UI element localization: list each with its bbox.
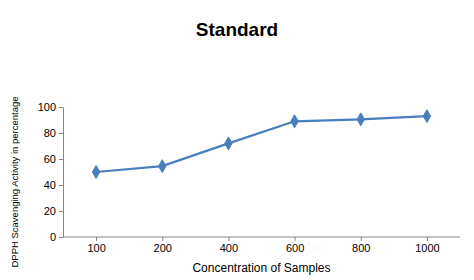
y-tick: 40: [44, 179, 63, 191]
x-tick-label: 200: [154, 242, 172, 254]
x-tick: 600: [286, 237, 304, 254]
y-tick: 20: [44, 205, 63, 217]
y-tick: 60: [44, 153, 63, 165]
chart: 0 20 40 60 80 100 100 200 400 600 800 1000 Standard C…: [0, 0, 474, 280]
series-line: [96, 116, 427, 172]
plot-area: [92, 110, 430, 179]
y-tick-label: 40: [44, 179, 56, 191]
x-tick-mark: [96, 237, 97, 241]
x-tick-label: 600: [286, 242, 304, 254]
y-tick-label: 60: [44, 153, 56, 165]
y-tick: 80: [44, 127, 63, 139]
x-tick: 1000: [415, 237, 439, 254]
marker: [159, 160, 166, 173]
y-tick-mark: [59, 185, 63, 186]
x-tick-label: 400: [220, 242, 238, 254]
marker: [92, 166, 99, 179]
x-tick-label: 100: [87, 242, 105, 254]
x-axis: 100 200 400 600 800 1000: [63, 237, 460, 254]
y-axis-title: DPPH Scavenging Activity in percentage: [9, 96, 20, 267]
marker: [357, 113, 364, 126]
x-tick-mark: [295, 237, 296, 241]
x-tick-label: 800: [352, 242, 370, 254]
x-tick: 800: [352, 237, 370, 254]
marker: [225, 137, 232, 150]
x-axis-line: [63, 237, 460, 238]
marker: [423, 110, 430, 123]
y-tick-label: 100: [38, 101, 56, 113]
y-tick-label: 20: [44, 205, 56, 217]
x-axis-title: Concentration of Samples: [192, 261, 330, 275]
x-tick: 100: [87, 237, 105, 254]
y-tick: 0: [50, 231, 63, 243]
marker: [291, 115, 298, 128]
y-tick-label: 80: [44, 127, 56, 139]
title: Standard: [196, 19, 278, 40]
y-tick-mark: [59, 237, 63, 238]
x-tick-mark: [162, 237, 163, 241]
x-tick-mark: [427, 237, 428, 241]
x-tick-mark: [228, 237, 229, 241]
y-axis: 0 20 40 60 80 100: [38, 101, 64, 243]
x-tick: 200: [154, 237, 172, 254]
x-tick: 400: [220, 237, 238, 254]
y-tick-mark: [59, 107, 63, 108]
y-tick: 100: [38, 101, 63, 113]
x-tick-mark: [361, 237, 362, 241]
y-axis-line: [59, 108, 64, 238]
y-tick-mark: [59, 159, 63, 160]
x-tick-label: 1000: [415, 242, 439, 254]
y-tick-mark: [59, 133, 63, 134]
background: [0, 0, 474, 280]
y-tick-label: 0: [50, 231, 56, 243]
y-tick-mark: [59, 211, 63, 212]
